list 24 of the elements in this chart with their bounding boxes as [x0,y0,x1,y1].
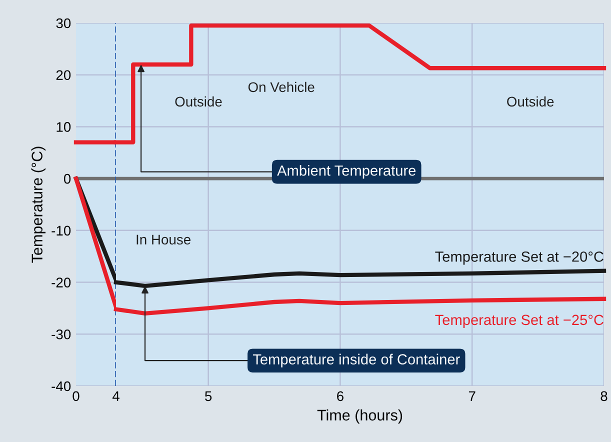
x-tick-label: 6 [337,391,344,402]
y-tick-label: 30 [56,18,71,28]
annotation: Outside [175,96,222,107]
x-tick-label: 5 [205,391,212,402]
series-label: Temperature Set at −25°C [435,314,604,328]
annotation: On Vehicle [248,82,314,92]
y-tick-label: 0 [64,174,71,184]
y-tick-label: -10 [52,226,71,236]
x-tick-label: 7 [468,391,476,401]
y-tick-label: -40 [52,381,71,392]
text: Ambient Temperature [277,165,416,179]
annotation: In House [136,234,190,245]
annotation: Temperature inside of Container [252,354,460,368]
y-tick-label: -20 [52,278,71,288]
y-axis-title: Temperature (°C) [31,146,46,263]
y-tick-label: 20 [56,70,71,80]
y-tick-label: -30 [52,329,71,340]
y-tick-label: 10 [56,122,71,132]
x-axis-title: Time (hours) [317,409,402,424]
x-tick-label: 8 [600,391,608,402]
x-tick-label: 4 [112,391,120,401]
annotation: Outside [507,96,554,107]
series-label: Temperature Set at −20°C [435,252,604,265]
x-tick-label: 0 [72,391,80,402]
